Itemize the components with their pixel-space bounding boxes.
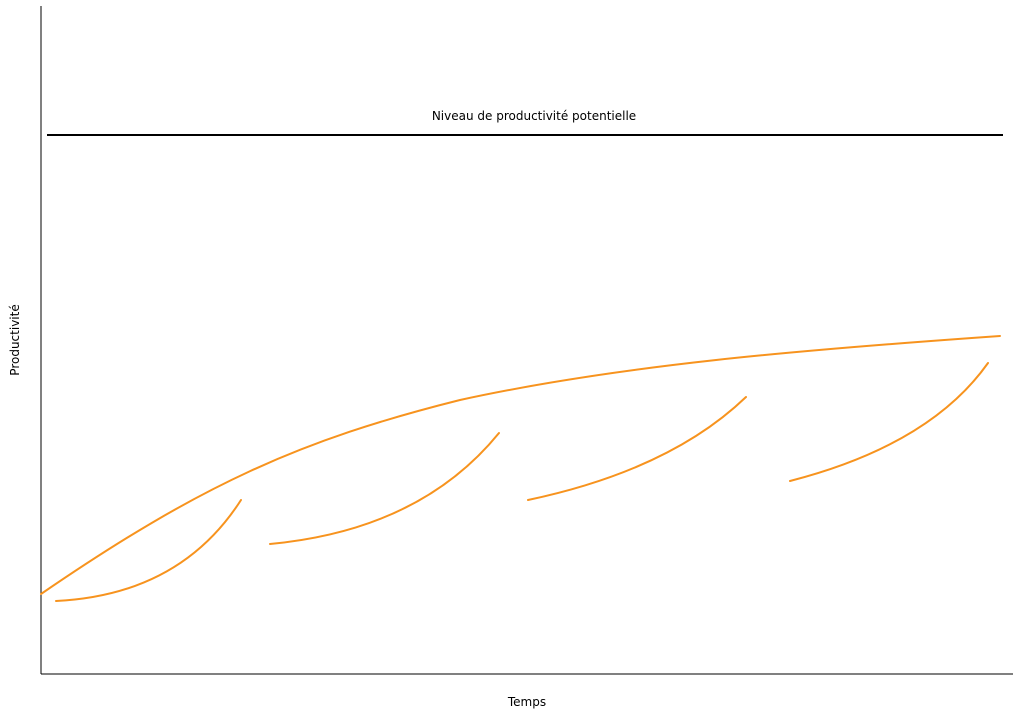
learning-curve-1 <box>55 499 242 602</box>
x-axis-label: Temps <box>507 695 546 709</box>
learning-curve-3 <box>527 396 747 501</box>
potential-level-label: Niveau de productivité potentielle <box>432 109 636 123</box>
y-axis-label: Productivité <box>8 304 22 375</box>
long-term-productivity-curve <box>40 335 1001 595</box>
learning-curve-4 <box>789 362 989 482</box>
learning-curve-2 <box>269 432 500 545</box>
